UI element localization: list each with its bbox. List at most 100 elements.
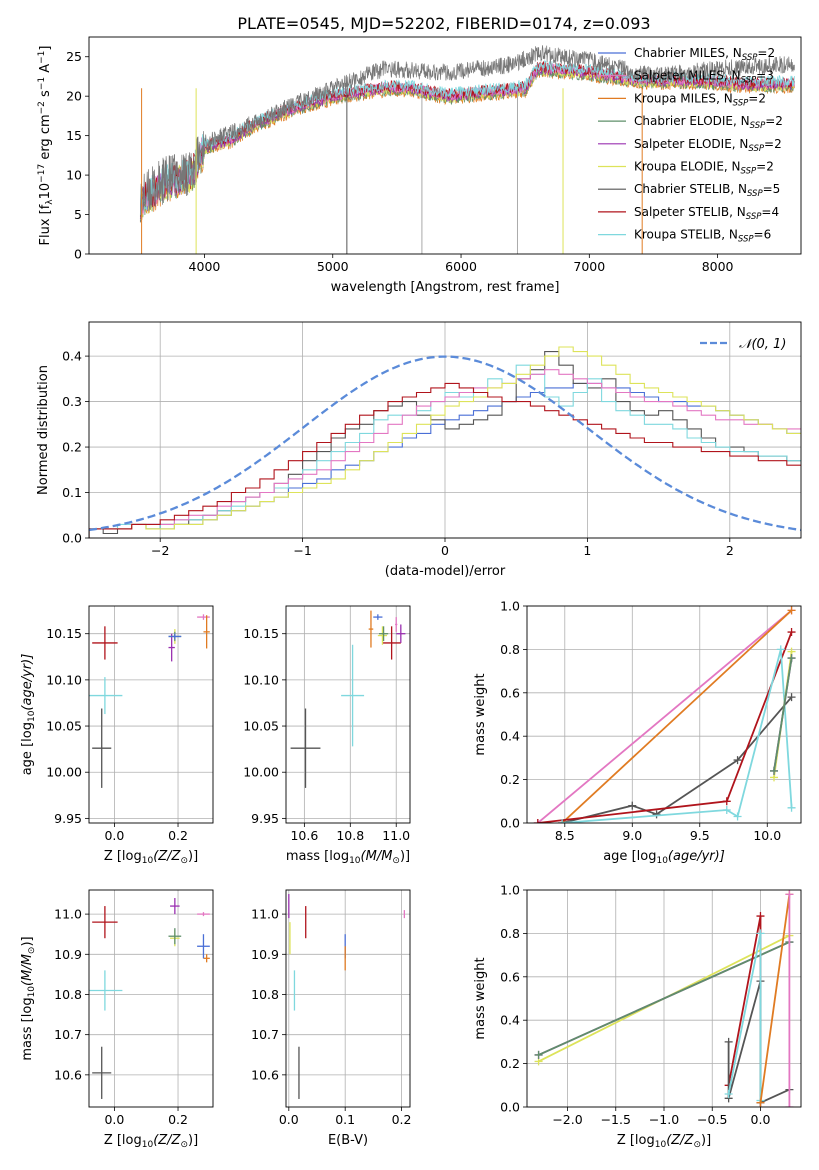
plus-marker [628,801,637,810]
x-tick-label: 9.5 [690,828,710,843]
x-tick-label: −1.5 [601,1112,631,1127]
axes-frame [88,321,802,539]
x-tick-label: 0.1 [335,1112,355,1127]
y-tick-label: 0.4 [62,349,82,364]
x-label-sub: 10 [656,856,668,866]
legend-n: , N [725,46,742,60]
x-tick-label: 0.0 [104,1112,124,1127]
figure-title: PLATE=0545, MJD=52202, FIBERID=0174, z=0… [237,14,650,33]
histogram-series [89,369,801,538]
axes-frame [285,605,411,824]
x-label-text: Z [log [617,1133,655,1148]
legend-nssp: 5 [773,182,781,196]
y-tick-label: 10.05 [243,719,279,734]
x-tick-label: 2 [726,543,734,558]
legend-n: , N [724,69,741,83]
x-label-text: (data-model)/error [385,564,506,579]
y-label-mid: erg cm [38,114,53,163]
mass-weight-line [727,980,790,1105]
legend-label: Salpeter MILES, NSSP=3 [634,69,774,86]
panel-6: 0.0 0.1 0.2 10.6 10.7 10.8 10.9 11.0 E(B-V) [251,889,411,1148]
y-label-sub: 10 [27,986,37,998]
x-label-text: E(B-V) [328,1133,368,1148]
y-tick-label: 0.0 [500,1100,520,1115]
legend-n: , N [730,182,747,196]
legend-name: Chabrier ELODIE [634,114,733,128]
plus-marker [533,819,542,823]
y-label-sup: −1 [37,77,47,90]
y-tick-label: 11.0 [251,907,279,922]
plot-area [89,614,210,788]
legend-label: Kroupa STELIB, NSSP=6 [634,228,771,245]
legend-name: Chabrier STELIB [634,182,730,196]
legend-nssp: 2 [767,46,775,60]
mass-weight-line [561,609,793,823]
legend-name: Kroupa STELIB [634,228,721,242]
x-label-sub: 10 [349,856,361,866]
plot-area [139,45,795,254]
y-tick-label: 10.9 [54,947,82,962]
x-label-rest: (Z/Z [153,1133,181,1148]
y-tick-label: 10.7 [54,1027,82,1042]
legend-label: Salpeter ELODIE, NSSP=2 [634,137,782,154]
x-tick-label: 7000 [573,259,605,274]
x-label-text: age [log [603,849,656,864]
plot-area [288,894,406,1099]
legend-nssp: 2 [758,91,766,105]
histogram-series [89,346,801,538]
x-label-end: )] [188,849,198,864]
y-tick-label: 9.95 [54,811,82,826]
y-axis-label: Flux [fλ10−17 erg cm−2 s−1 A−1] [37,46,55,246]
axes-frame [526,605,802,824]
plus-marker [770,766,779,775]
x-label-sub: ⊙ [392,856,400,866]
legend-label: Kroupa ELODIE, NSSP=2 [634,160,774,177]
x-label-text: wavelength [Angstrom, rest frame] [331,280,560,295]
mass-weight-line [537,609,793,823]
x-label-end: )] [188,1133,198,1148]
legend-eq: = [765,114,775,128]
plus-marker [787,803,796,812]
plot-area [533,606,796,823]
plus-marker [724,1037,733,1046]
y-tick-label: 10.6 [251,1067,279,1082]
y-label-text: mass [log [20,997,35,1060]
y-label-sup: −1 [37,51,47,64]
axes-frame [526,889,802,1108]
plus-marker [756,1098,765,1107]
y-tick-label: 0.4 [500,1013,520,1028]
plus-marker [756,929,765,938]
mass-weight-line [538,941,790,1056]
legend-eq: = [754,228,764,242]
legend-nssp: 2 [775,114,783,128]
x-tick-label: 11.0 [382,828,410,843]
x-tick-label: 8.5 [555,828,575,843]
y-tick-label: 10.6 [54,1067,82,1082]
y-label-mid: A [38,64,53,77]
x-tick-label: 10.8 [336,828,364,843]
plus-marker [722,797,731,806]
x-label-sub: 10 [142,856,154,866]
y-tick-label: 10.9 [251,947,279,962]
y-label-text: Normed distribution [36,365,51,495]
plus-marker [652,810,661,819]
panel-7: −2.0 −1.5 −1.0 −0.5 0.0 0.0 0.2 0.4 0.6 0.8 1.0 Z [… [473,883,802,1150]
panel-4: 8.5 9.0 9.5 10.0 0.0 0.2 0.4 0.6 0.8 1.0 age [log1… [473,599,802,866]
legend-name: Chabrier MILES [634,46,725,60]
x-label-end: )] [400,849,410,864]
legend-n-sub: SSP [750,121,766,131]
x-axis-label: Z [log10(Z/Z⊙)] [104,849,198,866]
legend-label: Salpeter STELIB, NSSP=4 [634,205,779,222]
legend-n: , N [724,160,741,174]
legend-label: Chabrier MILES, NSSP=2 [634,46,775,63]
y-tick-label: 10.8 [54,987,82,1002]
plus-marker [756,912,765,921]
mass-weight-line [773,657,793,772]
y-axis-label: Normed distribution [36,365,51,495]
y-tick-label: 15 [66,128,82,143]
y-label-sub: λ [45,199,55,205]
legend-n-sub: SSP [741,167,757,177]
x-tick-label: 0.0 [751,1112,771,1127]
x-label-text: Z [log [104,1133,142,1148]
y-tick-label: 0.4 [500,729,520,744]
